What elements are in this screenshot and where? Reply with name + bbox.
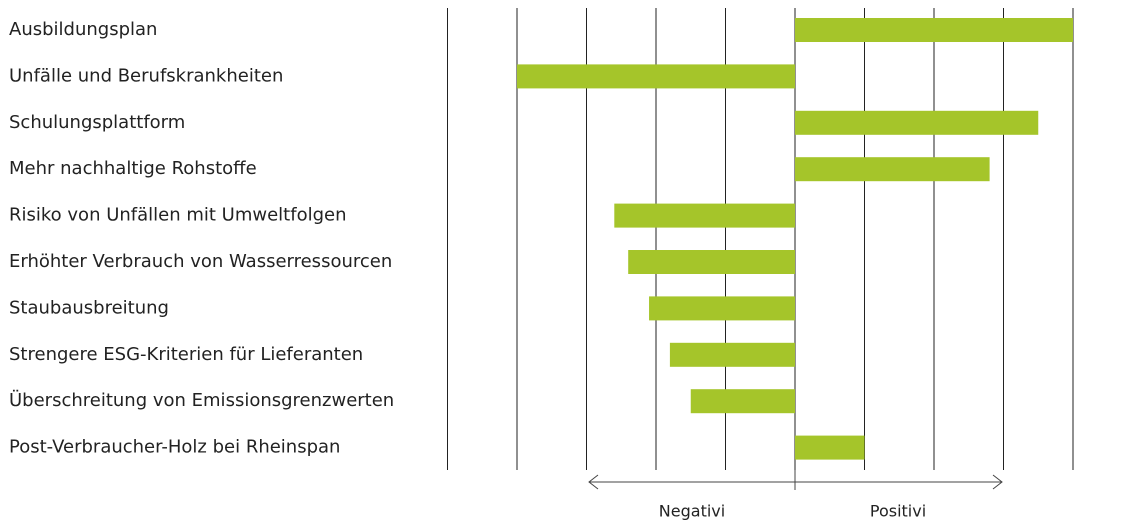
category-label: Überschreitung von Emissionsgrenzwerten [9, 389, 394, 411]
category-label: Ausbildungsplan [9, 19, 157, 40]
category-label: Post-Verbraucher-Holz bei Rheinspan [9, 437, 340, 458]
bar [614, 203, 795, 228]
category-label: Staubausbreitung [9, 297, 169, 318]
bar [690, 389, 795, 414]
bar [669, 342, 795, 367]
category-label: Mehr nachhaltige Rohstoffe [9, 158, 257, 179]
category-label: Risiko von Unfällen mit Umweltfolgen [9, 205, 347, 226]
bar [517, 64, 795, 89]
category-label: Schulungsplattform [9, 112, 185, 133]
category-label: Unfälle und Berufskrankheiten [9, 65, 283, 86]
bar [795, 157, 990, 182]
bar [795, 18, 1073, 42]
bar [649, 296, 795, 321]
category-label: Strengere ESG-Kriterien für Lieferanten [9, 344, 363, 365]
bar [795, 435, 865, 460]
negative-label: Negativi [659, 502, 725, 521]
bar [628, 250, 795, 274]
positive-label: Positivi [870, 502, 926, 521]
category-label: Erhöhter Verbrauch von Wasserressourcen [9, 251, 392, 272]
bar [795, 110, 1039, 135]
